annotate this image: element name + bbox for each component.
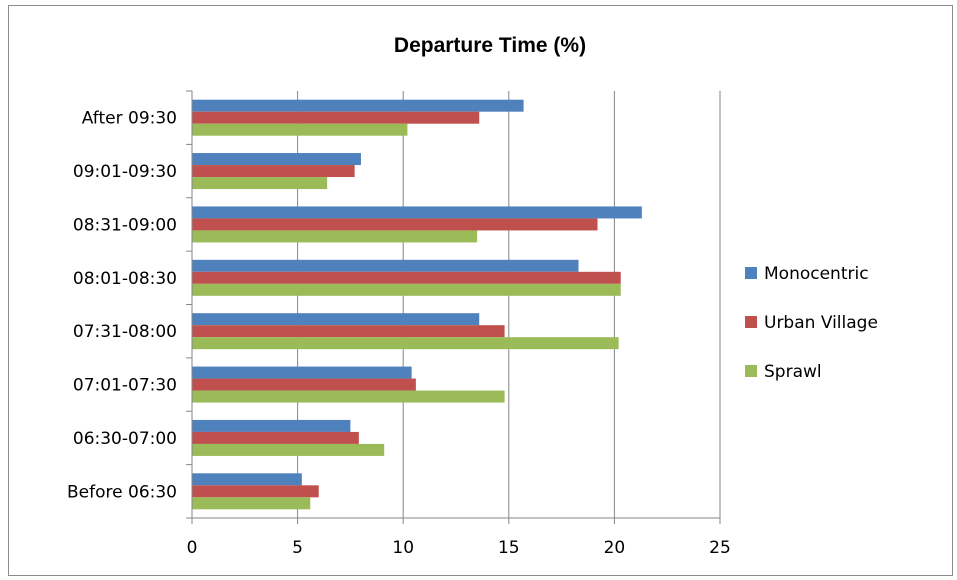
y-tick-label: 07:01-07:30 <box>73 376 177 396</box>
bar-monocentric <box>192 99 524 112</box>
bar-sprawl <box>192 443 385 456</box>
legend-swatch <box>745 316 757 328</box>
bar-urban-village <box>192 378 416 391</box>
bar-urban-village <box>192 485 319 498</box>
x-tick-label: 5 <box>292 538 303 558</box>
bar-urban-village <box>192 165 355 178</box>
x-tick-label: 20 <box>604 538 626 558</box>
bar-urban-village <box>192 111 480 124</box>
bar-urban-village <box>192 325 505 338</box>
bars <box>192 99 642 510</box>
y-tick-label: 08:01-08:30 <box>73 269 177 289</box>
y-tick-label: 06:30-07:00 <box>73 429 177 449</box>
bar-sprawl <box>192 497 311 510</box>
bar-sprawl <box>192 123 408 136</box>
bar-sprawl <box>192 177 328 190</box>
y-tick-label: Before 06:30 <box>67 482 177 502</box>
bar-sprawl <box>192 390 505 403</box>
x-tick-label: 25 <box>709 538 731 558</box>
bar-monocentric <box>192 313 480 326</box>
bar-monocentric <box>192 419 351 432</box>
axes <box>186 90 721 524</box>
bar-monocentric <box>192 366 412 379</box>
legend-swatch <box>745 267 757 279</box>
bar-monocentric <box>192 206 642 219</box>
x-tick-label: 0 <box>187 538 198 558</box>
bar-sprawl <box>192 283 621 296</box>
bar-urban-village <box>192 218 598 231</box>
chart-title: Departure Time (%) <box>394 34 586 57</box>
legend-label: Urban Village <box>764 313 878 333</box>
x-tick-label: 15 <box>498 538 520 558</box>
bar-sprawl <box>192 337 619 350</box>
bar-monocentric <box>192 259 579 272</box>
y-axis-labels: Before 06:30 06:30-07:00 07:01-07:30 07:31-… <box>67 109 177 503</box>
legend-label: Sprawl <box>764 362 822 382</box>
bar-monocentric <box>192 473 302 486</box>
chart-frame: Departure Time (%) Before 06:30 06:30-07:… <box>8 5 953 576</box>
bar-urban-village <box>192 431 359 444</box>
y-tick-label: After 09:30 <box>82 109 177 129</box>
legend: Monocentric Urban Village Sprawl <box>745 264 878 382</box>
x-tick-label: 10 <box>392 538 414 558</box>
x-axis-labels: 0 5 10 15 20 25 <box>187 538 731 558</box>
bar-sprawl <box>192 230 478 243</box>
legend-label: Monocentric <box>764 264 869 284</box>
bar-monocentric <box>192 153 361 166</box>
chart: Departure Time (%) Before 06:30 06:30-07:… <box>67 34 878 558</box>
bar-urban-village <box>192 271 621 284</box>
legend-swatch <box>745 365 757 377</box>
y-tick-label: 07:31-08:00 <box>73 322 177 342</box>
y-tick-label: 08:31-09:00 <box>73 215 177 235</box>
y-tick-label: 09:01-09:30 <box>73 162 177 182</box>
